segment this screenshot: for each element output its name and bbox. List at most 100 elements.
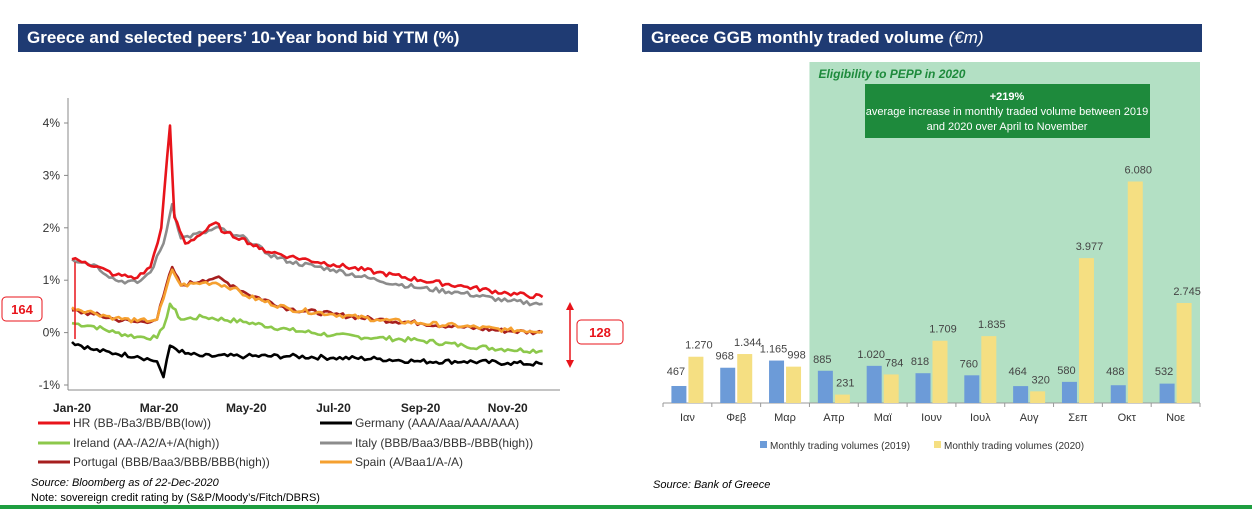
category-label: Αυγ: [1020, 412, 1039, 424]
bar-legend-label: Monthly trading volumes (2020): [944, 441, 1084, 452]
bar-data-label: 2.745: [1173, 286, 1201, 298]
bar: [1159, 383, 1175, 403]
category-label: Νοε: [1166, 412, 1185, 424]
bar: [1061, 381, 1077, 403]
bar: [769, 360, 785, 403]
bar: [1176, 303, 1192, 403]
bar: [964, 375, 980, 403]
bar-data-label: 1.020: [857, 349, 885, 361]
series-line: [71, 341, 543, 379]
bar: [1078, 258, 1094, 403]
bar-data-label: 968: [716, 351, 734, 363]
left-spread-box: [1, 296, 43, 322]
x-tick-label: May-20: [226, 401, 267, 415]
callout-value: +219%: [990, 91, 1025, 103]
series-line: [71, 302, 543, 354]
bar: [720, 367, 736, 403]
category-label: Οκτ: [1118, 412, 1137, 424]
bar-data-label: 784: [885, 357, 903, 369]
bar-data-label: 760: [960, 358, 978, 370]
legend-label: Germany (AAA/Aaa/AAA/AAA): [355, 416, 519, 430]
left-note: Note: sovereign credit rating by (S&P/Mo…: [31, 492, 320, 504]
bar-data-label: 818: [911, 356, 929, 368]
bar-data-label: 1.165: [760, 344, 788, 356]
callout-text-line-2: and 2020 over April to November: [927, 121, 1088, 133]
category-label: Μαρ: [774, 412, 796, 424]
pepp-region-label: Eligibility to PEPP in 2020: [818, 67, 965, 81]
category-label: Σεπ: [1068, 412, 1088, 424]
right-title-unit: (€m): [948, 28, 984, 47]
right-title-text: Greece GGB monthly traded volume: [651, 28, 944, 47]
bar: [1110, 385, 1126, 403]
category-label: Απρ: [823, 412, 844, 424]
x-tick-label: Mar-20: [140, 401, 179, 415]
bar: [817, 370, 833, 403]
bar-data-label: 885: [813, 354, 831, 366]
bar-data-label: 580: [1057, 365, 1075, 377]
left-spread-value: 164: [11, 302, 33, 317]
bar-data-label: 467: [667, 366, 685, 378]
y-tick-label: 3%: [43, 168, 61, 182]
legend-label: Spain (A/Baa1/A-/A): [355, 455, 463, 469]
x-tick-label: Sep-20: [401, 401, 441, 415]
callout-box: [865, 84, 1150, 138]
right-source: Source: Bank of Greece: [653, 479, 771, 491]
y-tick-label: -1%: [39, 378, 61, 392]
right-spread-box: [576, 319, 624, 345]
category-label: Μαϊ: [874, 412, 893, 424]
bar-data-label: 3.977: [1076, 241, 1104, 253]
left-source: Source: Bloomberg as of 22-Dec-2020: [31, 477, 219, 489]
bar-legend-swatch: [934, 441, 941, 448]
series-line: [71, 124, 544, 300]
legend-label: Portugal (BBB/Baa3/BBB/BBB(high)): [73, 455, 270, 469]
callout-text-line-1: average increase in monthly traded volum…: [866, 106, 1149, 118]
bar-data-label: 488: [1106, 366, 1124, 378]
bar-data-label: 1.344: [734, 337, 762, 349]
y-tick-label: 0%: [43, 326, 61, 340]
bar: [737, 354, 753, 403]
category-label: Ιουν: [921, 412, 942, 424]
right-spread-value: 128: [589, 325, 611, 340]
bar-data-label: 231: [836, 378, 854, 390]
bar: [786, 366, 802, 403]
bar: [1127, 181, 1143, 403]
bar-data-label: 1.835: [978, 319, 1006, 331]
bar-data-label: 464: [1008, 366, 1026, 378]
bar: [834, 394, 850, 403]
x-tick-label: Jul-20: [316, 401, 351, 415]
bar: [932, 340, 948, 403]
right-chart-title: Greece GGB monthly traded volume (€m): [642, 24, 1202, 52]
bar-data-label: 1.270: [685, 340, 713, 352]
bar-data-label: 320: [1031, 374, 1049, 386]
bar-data-label: 998: [787, 350, 805, 362]
bar-data-label: 6.080: [1125, 165, 1153, 177]
category-label: Φεβ: [726, 412, 746, 424]
bar-legend-label: Monthly trading volumes (2019): [770, 441, 910, 452]
left-chart-title: Greece and selected peers’ 10-Year bond …: [18, 24, 578, 52]
bar: [866, 365, 882, 403]
category-label: Ιαν: [680, 412, 695, 424]
category-label: Ιουλ: [970, 412, 991, 424]
bar: [1030, 391, 1046, 403]
bar: [688, 356, 704, 403]
bar-data-label: 532: [1155, 366, 1173, 378]
bar: [981, 336, 997, 403]
series-line: [71, 202, 543, 307]
bar: [883, 374, 899, 403]
y-tick-label: 1%: [43, 273, 61, 287]
series-line: [71, 268, 544, 334]
arrow-head-up: [566, 302, 574, 310]
bar: [671, 385, 687, 403]
legend-label: Italy (BBB/Baa3/BBB-/BBB(high)): [355, 436, 533, 450]
legend-label: Ireland (AA-/A2/A+/A(high)): [73, 436, 219, 450]
arrow-head-down: [566, 360, 574, 368]
y-tick-label: 4%: [43, 116, 61, 130]
legend-label: HR (BB-/Ba3/BB/BB(low)): [73, 416, 211, 430]
bond-yield-line-chart: 4% 3% 2% 1% 0% -1% Jan-20 Mar-20 May-20 Jul-20 Sep…: [1, 98, 624, 469]
bar: [915, 373, 931, 403]
bar-data-label: 1.709: [929, 324, 957, 336]
y-tick-label: 2%: [43, 221, 61, 235]
x-tick-label: Jan-20: [53, 401, 91, 415]
footer-accent-bar: [0, 505, 1252, 509]
